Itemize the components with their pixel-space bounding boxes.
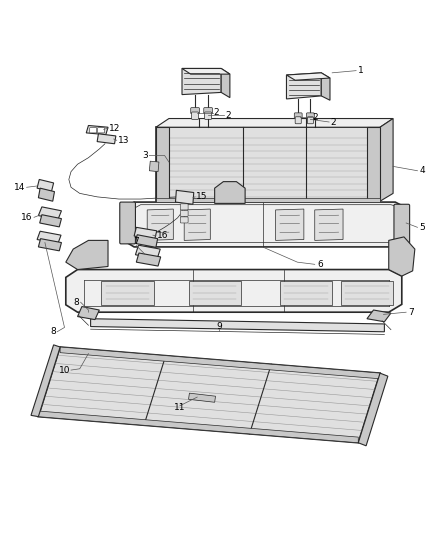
Polygon shape xyxy=(66,270,402,312)
Polygon shape xyxy=(123,202,406,247)
Polygon shape xyxy=(86,125,108,135)
Polygon shape xyxy=(367,310,391,322)
Text: 4: 4 xyxy=(419,166,425,175)
FancyBboxPatch shape xyxy=(98,128,105,133)
Text: 12: 12 xyxy=(110,124,121,133)
Polygon shape xyxy=(389,237,415,276)
Polygon shape xyxy=(135,245,160,259)
Text: 7: 7 xyxy=(408,308,414,317)
Polygon shape xyxy=(156,127,169,201)
Polygon shape xyxy=(341,281,393,305)
Polygon shape xyxy=(40,215,61,227)
Polygon shape xyxy=(182,68,230,74)
Polygon shape xyxy=(37,180,53,192)
Polygon shape xyxy=(188,393,215,402)
Polygon shape xyxy=(286,73,321,99)
FancyBboxPatch shape xyxy=(295,117,301,124)
FancyBboxPatch shape xyxy=(307,113,314,118)
Text: 2: 2 xyxy=(313,112,318,122)
Polygon shape xyxy=(39,188,54,201)
Polygon shape xyxy=(380,118,393,201)
Polygon shape xyxy=(156,198,380,202)
FancyBboxPatch shape xyxy=(205,112,212,119)
Polygon shape xyxy=(135,235,158,247)
Polygon shape xyxy=(78,306,99,320)
FancyBboxPatch shape xyxy=(90,128,97,133)
Text: 11: 11 xyxy=(174,403,186,413)
Polygon shape xyxy=(97,134,116,144)
Polygon shape xyxy=(280,281,332,305)
Text: 10: 10 xyxy=(59,366,70,375)
Text: 7: 7 xyxy=(134,237,139,246)
Polygon shape xyxy=(102,281,154,305)
Text: 14: 14 xyxy=(14,183,25,192)
Polygon shape xyxy=(315,209,343,240)
FancyBboxPatch shape xyxy=(204,108,212,114)
FancyBboxPatch shape xyxy=(307,117,314,124)
Text: 9: 9 xyxy=(216,322,222,331)
Polygon shape xyxy=(215,182,245,204)
Text: 8: 8 xyxy=(50,327,56,336)
Polygon shape xyxy=(156,118,393,127)
Polygon shape xyxy=(147,209,173,240)
Polygon shape xyxy=(60,347,380,379)
Polygon shape xyxy=(358,373,388,446)
Polygon shape xyxy=(176,190,194,204)
Polygon shape xyxy=(39,411,358,443)
Polygon shape xyxy=(276,209,304,240)
FancyBboxPatch shape xyxy=(120,202,135,244)
Polygon shape xyxy=(149,161,159,172)
Text: 15: 15 xyxy=(196,192,208,201)
Polygon shape xyxy=(39,239,61,251)
Text: 3: 3 xyxy=(143,151,148,160)
Polygon shape xyxy=(367,127,380,201)
FancyBboxPatch shape xyxy=(294,113,302,118)
Text: 5: 5 xyxy=(419,223,425,232)
Polygon shape xyxy=(286,73,330,80)
FancyBboxPatch shape xyxy=(191,112,198,119)
Polygon shape xyxy=(321,73,330,100)
Polygon shape xyxy=(39,347,380,443)
FancyBboxPatch shape xyxy=(180,211,188,216)
Text: 1: 1 xyxy=(358,66,364,75)
Text: 8: 8 xyxy=(73,298,79,306)
Polygon shape xyxy=(91,319,385,332)
FancyBboxPatch shape xyxy=(394,204,410,244)
Polygon shape xyxy=(184,209,210,240)
Polygon shape xyxy=(134,228,157,239)
Text: 2: 2 xyxy=(214,108,219,117)
Polygon shape xyxy=(37,231,61,244)
Text: 2: 2 xyxy=(225,110,231,119)
Polygon shape xyxy=(39,207,61,220)
Polygon shape xyxy=(182,68,221,94)
Text: 16: 16 xyxy=(157,231,169,240)
Polygon shape xyxy=(66,240,108,270)
Text: 13: 13 xyxy=(118,136,130,145)
Text: 6: 6 xyxy=(317,260,323,269)
Polygon shape xyxy=(221,68,230,98)
Text: 16: 16 xyxy=(21,213,33,222)
Polygon shape xyxy=(136,253,161,266)
FancyBboxPatch shape xyxy=(191,108,199,114)
Polygon shape xyxy=(156,127,380,201)
FancyBboxPatch shape xyxy=(180,217,188,223)
FancyBboxPatch shape xyxy=(180,204,188,210)
Polygon shape xyxy=(31,345,60,417)
Text: 2: 2 xyxy=(330,117,336,126)
Polygon shape xyxy=(188,281,241,305)
